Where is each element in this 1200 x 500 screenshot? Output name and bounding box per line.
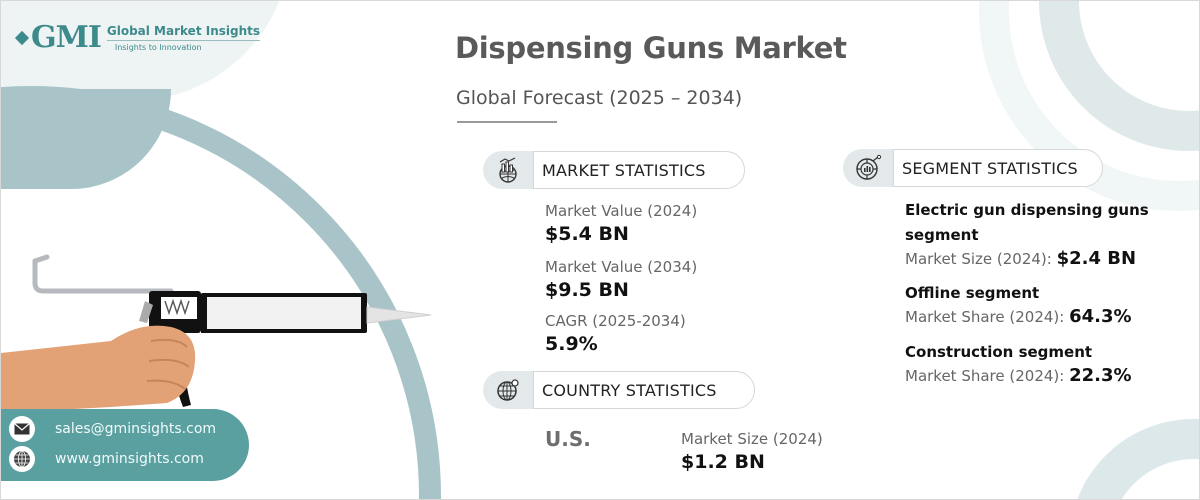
segment-statistics-title: SEGMENT STATISTICS — [893, 149, 1103, 187]
segment-2-title: Offline segment — [905, 284, 1040, 302]
segment-2-metric-value: 64.3% — [1069, 306, 1132, 327]
segment-1-metric: Market Size (2024): $2.4 BN — [905, 248, 1136, 269]
segment-1-title-line2: segment — [905, 226, 979, 244]
logo-mark-text: GMI — [31, 20, 102, 55]
cagr-value: 5.9% — [545, 333, 598, 355]
country-market-size-label: Market Size (2024) — [681, 430, 823, 448]
country-statistics-header: COUNTRY STATISTICS — [483, 371, 755, 409]
cagr-label: CAGR (2025-2034) — [545, 312, 686, 330]
gmi-logo: GMI Global Market Insights Insights to I… — [14, 20, 261, 55]
segment-3-title: Construction segment — [905, 343, 1093, 361]
segment-3-metric-label: Market Share (2024): — [905, 367, 1070, 385]
market-value-2024-label: Market Value (2024) — [545, 202, 698, 220]
segment-statistics-header: SEGMENT STATISTICS — [843, 149, 1103, 187]
segment-1-title-line1: Electric gun dispensing guns — [905, 201, 1149, 219]
email-link[interactable]: sales@gminsights.com — [55, 421, 217, 437]
envelope-icon — [9, 416, 35, 442]
country-name: U.S. — [545, 427, 591, 451]
segment-chart-icon — [843, 149, 893, 187]
segment-1-metric-value: $2.4 BN — [1056, 248, 1137, 269]
market-value-2024: $5.4 BN — [545, 223, 629, 245]
country-statistics-title: COUNTRY STATISTICS — [533, 371, 755, 409]
segment-3-metric-value: 22.3% — [1069, 365, 1132, 386]
website-link[interactable]: www.gminsights.com — [55, 451, 204, 467]
segment-3-metric: Market Share (2024): 22.3% — [905, 365, 1132, 386]
contact-email[interactable]: sales@gminsights.com — [9, 416, 216, 442]
segment-1-metric-label: Market Size (2024): — [905, 250, 1057, 268]
market-statistics-header: MARKET STATISTICS — [483, 151, 745, 189]
brand-tagline: Insights to Innovation — [114, 43, 202, 52]
caulking-gun-illustration — [1, 254, 432, 413]
segment-2-metric: Market Share (2024): 64.3% — [905, 306, 1132, 327]
globe-pin-icon — [483, 371, 533, 409]
page-subtitle: Global Forecast (2025 – 2034) — [456, 87, 743, 109]
contact-website[interactable]: www.gminsights.com — [9, 446, 204, 472]
country-market-size-value: $1.2 BN — [681, 451, 765, 473]
title-divider — [457, 121, 557, 123]
market-value-2034-label: Market Value (2034) — [545, 258, 698, 276]
chart-globe-icon — [483, 151, 533, 189]
page-title: Dispensing Guns Market — [455, 31, 847, 65]
globe-icon — [9, 446, 35, 472]
logo-mark: GMI — [14, 20, 102, 55]
brand-name: Global Market Insights — [106, 24, 261, 41]
decorative-arc-bottom-right — [1069, 419, 1199, 499]
segment-2-metric-label: Market Share (2024): — [905, 308, 1070, 326]
market-value-2034: $9.5 BN — [545, 279, 629, 301]
market-statistics-title: MARKET STATISTICS — [533, 151, 745, 189]
contact-panel: sales@gminsights.com www.gminsights.com — [1, 409, 249, 481]
